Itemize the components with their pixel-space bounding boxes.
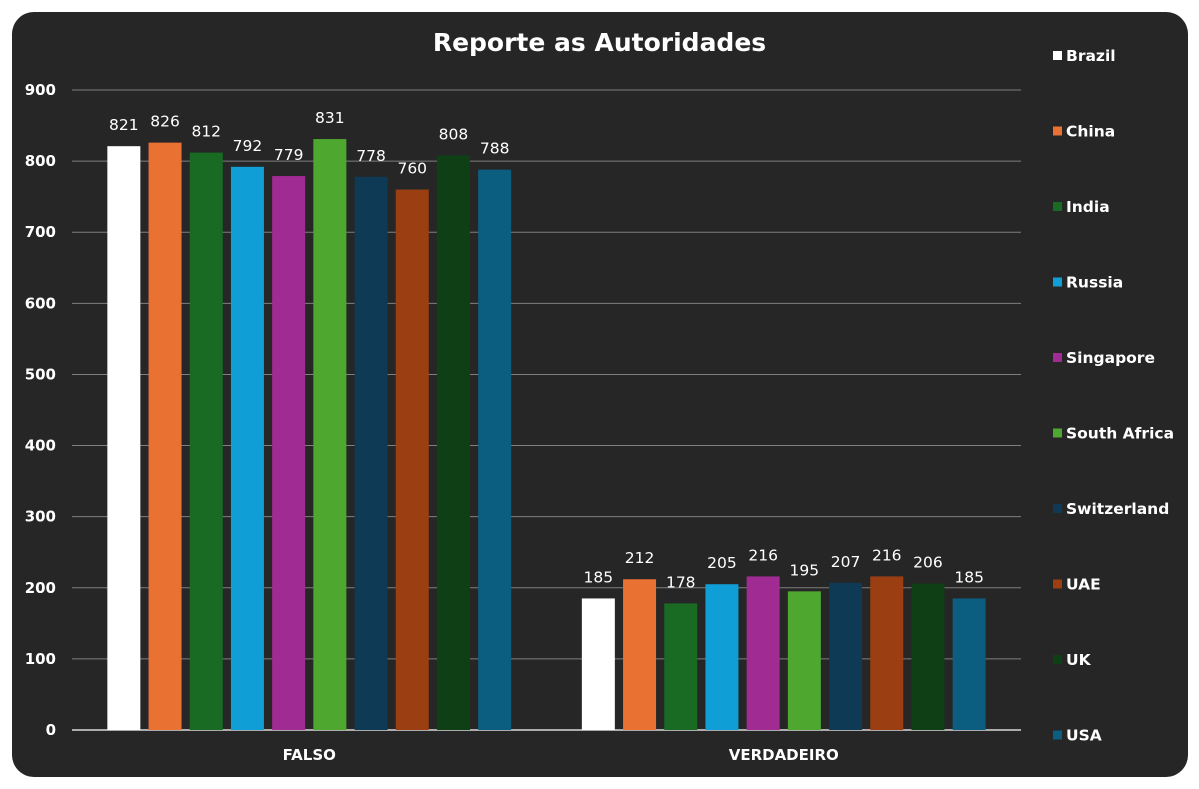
bar	[354, 176, 388, 730]
legend-swatch	[1053, 51, 1062, 60]
legend-label: South Africa	[1066, 425, 1174, 443]
y-tick-label: 500	[25, 365, 56, 383]
bar	[829, 582, 863, 730]
bar	[870, 576, 904, 730]
legend-label: Singapore	[1066, 349, 1155, 367]
bar	[107, 146, 141, 730]
data-label: 779	[274, 146, 304, 164]
legend-label: India	[1066, 198, 1110, 216]
legend-label: Brazil	[1066, 47, 1116, 65]
bar	[705, 584, 739, 730]
bar	[313, 139, 347, 731]
bar	[395, 189, 429, 731]
legend-label: UK	[1066, 651, 1092, 669]
data-label: 821	[109, 116, 139, 134]
legend-label: Russia	[1066, 274, 1123, 292]
data-label: 206	[913, 554, 943, 572]
data-label: 185	[584, 568, 614, 586]
y-tick-label: 300	[25, 508, 56, 526]
legend-swatch	[1053, 202, 1062, 211]
x-tick-label: FALSO	[283, 746, 336, 764]
bar	[746, 576, 780, 730]
y-tick-label: 0	[46, 721, 56, 739]
bar	[664, 603, 698, 730]
data-label: 812	[191, 123, 221, 141]
legend-swatch	[1053, 126, 1062, 136]
data-label: 808	[439, 125, 469, 143]
y-tick-label: 100	[25, 650, 56, 668]
legend-swatch	[1053, 655, 1062, 664]
legend-swatch	[1053, 579, 1062, 589]
data-label: 195	[790, 561, 820, 579]
bar	[230, 166, 264, 731]
bar	[581, 598, 615, 730]
data-label: 778	[356, 147, 386, 165]
bar	[189, 152, 223, 731]
chart-title: Reporte as Autoridades	[432, 28, 767, 57]
bar	[911, 583, 945, 730]
data-label: 216	[748, 546, 778, 564]
y-tick-label: 200	[25, 579, 56, 597]
data-label: 792	[233, 137, 263, 155]
data-label: 212	[625, 549, 655, 567]
x-tick-label: VERDADEIRO	[729, 746, 839, 764]
legend-swatch	[1053, 353, 1062, 362]
data-label: 178	[666, 573, 696, 591]
bar	[478, 169, 512, 731]
y-tick-label: 400	[25, 437, 56, 455]
data-label: 831	[315, 109, 345, 127]
legend-swatch	[1053, 730, 1062, 740]
y-tick-label: 800	[25, 152, 56, 170]
data-label: 788	[480, 140, 510, 158]
data-label: 216	[872, 546, 902, 564]
data-label: 205	[707, 554, 737, 572]
legend-label: USA	[1066, 727, 1102, 745]
bar	[436, 155, 470, 730]
data-label: 207	[831, 553, 861, 571]
data-label: 185	[954, 568, 984, 586]
data-label: 826	[150, 113, 180, 131]
legend-label: China	[1066, 123, 1115, 141]
bar	[787, 591, 821, 730]
y-tick-label: 700	[25, 223, 56, 241]
bar	[148, 142, 182, 731]
bar	[272, 176, 306, 731]
y-tick-label: 900	[25, 81, 56, 99]
legend-swatch	[1053, 277, 1062, 287]
legend-label: Switzerland	[1066, 500, 1169, 518]
y-tick-label: 600	[25, 294, 56, 312]
legend-swatch	[1053, 504, 1062, 513]
bar	[952, 598, 986, 730]
legend-label: UAE	[1066, 576, 1101, 594]
data-label: 760	[397, 160, 427, 178]
bar	[623, 579, 657, 730]
legend-swatch	[1053, 428, 1062, 438]
